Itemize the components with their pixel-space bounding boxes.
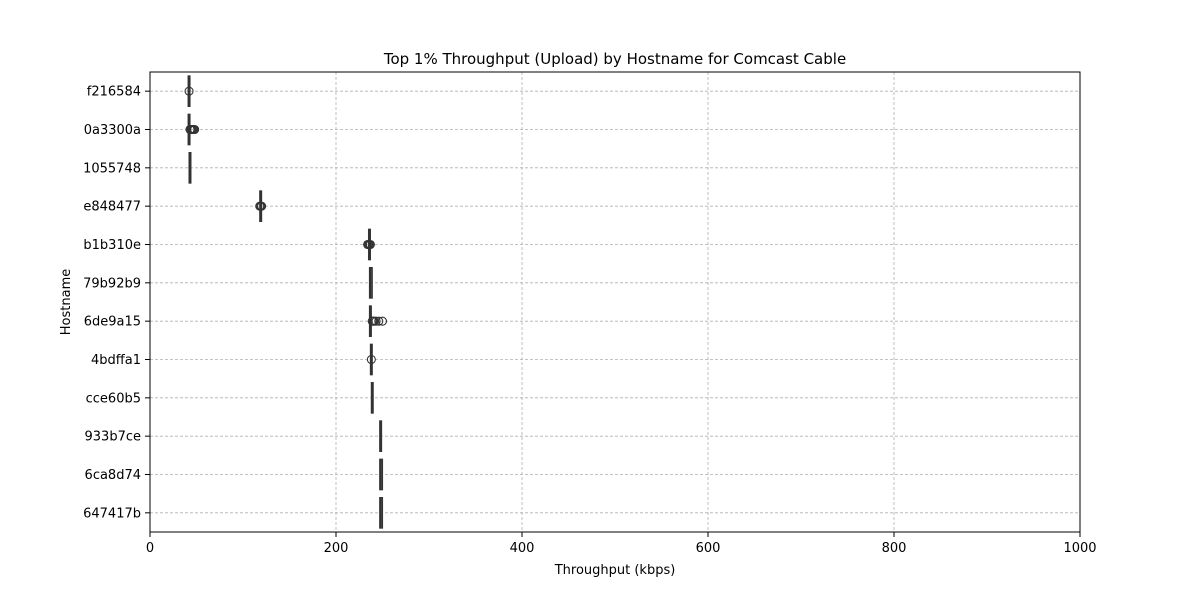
x-tick-label: 200 xyxy=(324,541,349,556)
y-tick-label: b1b310e xyxy=(83,238,141,253)
outlier-point xyxy=(184,86,194,96)
x-tick-label: 1000 xyxy=(1063,541,1096,556)
y-tick-label: 4bdffa1 xyxy=(91,353,141,368)
y-tick-label: 6de9a15 xyxy=(84,315,141,330)
outlier-point xyxy=(371,316,381,326)
outlier-point xyxy=(374,316,384,326)
box-cce60b5 xyxy=(370,382,374,414)
y-tick-label: 0a3300a xyxy=(84,123,141,138)
chart-title: Top 1% Throughput (Upload) by Hostname f… xyxy=(383,50,846,68)
plot-frame xyxy=(149,71,1081,533)
box-647417b xyxy=(379,497,384,529)
x-tick-label: 800 xyxy=(882,541,907,556)
box-1055748 xyxy=(188,152,192,184)
box-b1b310e xyxy=(363,228,375,261)
box-4bdffa1 xyxy=(366,343,376,376)
box-e848477 xyxy=(255,190,267,222)
outlier-point xyxy=(366,354,376,365)
outlier-point xyxy=(257,201,267,211)
box-f216584 xyxy=(184,75,194,108)
x-axis-label: Throughput (kbps) xyxy=(554,563,676,578)
box-layer xyxy=(184,75,388,529)
y-axis-label: Hostname xyxy=(59,269,74,335)
outlier-point xyxy=(377,316,388,326)
y-axis-ticks: f216584 0a3300a 1055748 e848477 b1b310e 79b92… xyxy=(83,85,150,521)
y-tick-label: 6ca8d74 xyxy=(85,468,141,483)
box-79b92b9 xyxy=(368,267,373,299)
outlier-point xyxy=(190,124,200,135)
x-tick-label: 0 xyxy=(146,541,154,556)
box-933b7ce xyxy=(379,420,383,453)
grid-layer xyxy=(149,72,1081,532)
y-tick-label: e848477 xyxy=(83,200,141,215)
y-tick-label: f216584 xyxy=(87,85,141,100)
outlier-point xyxy=(365,239,375,250)
y-tick-label: cce60b5 xyxy=(86,391,141,406)
x-tick-label: 600 xyxy=(696,541,721,556)
y-tick-label: 933b7ce xyxy=(85,430,141,445)
y-tick-label: 647417b xyxy=(83,506,141,521)
box-6de9a15 xyxy=(367,305,388,338)
y-tick-label: 1055748 xyxy=(83,161,141,176)
y-tick-label: 79b92b9 xyxy=(83,276,141,291)
x-axis-ticks: 0 200 400 600 800 1000 xyxy=(146,532,1097,556)
x-tick-label: 400 xyxy=(510,541,535,556)
box-0a3300a xyxy=(185,113,200,146)
box-6ca8d74 xyxy=(379,458,384,491)
